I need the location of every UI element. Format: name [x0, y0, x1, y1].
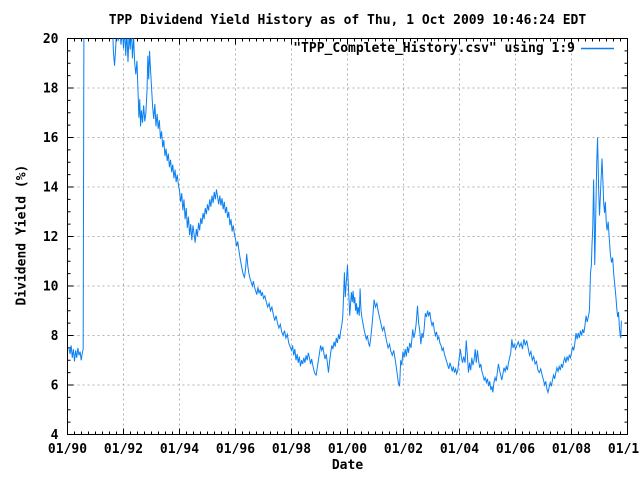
x-tick-label: 01/90: [48, 442, 87, 457]
y-tick-label: 16: [43, 131, 59, 146]
series-line: [68, 38, 622, 395]
y-tick-label: 4: [51, 428, 59, 443]
x-tick-label: 01/98: [272, 442, 311, 457]
x-tick-label: 01/04: [440, 442, 479, 457]
y-tick-label: 12: [43, 230, 59, 245]
x-tick-label: 01/10: [608, 442, 640, 457]
y-tick-label: 20: [43, 32, 59, 47]
legend-label: "TPP_Complete_History.csv" using 1:9: [293, 41, 575, 56]
y-tick-label: 14: [43, 181, 59, 196]
x-axis-label: Date: [331, 458, 364, 473]
x-tick-label: 01/00: [328, 442, 367, 457]
x-tick-label: 01/06: [496, 442, 535, 457]
x-tick-label: 01/94: [160, 442, 199, 457]
y-tick-label: 6: [51, 379, 59, 394]
plot-border: [67, 38, 628, 435]
x-tick-label: 01/96: [216, 442, 255, 457]
y-tick-label: 8: [51, 329, 59, 344]
y-tick-label: 18: [43, 82, 59, 97]
y-axis-label: Dividend Yield (%): [14, 164, 30, 306]
y-tick-label: 10: [43, 280, 59, 295]
x-tick-label: 01/08: [552, 442, 591, 457]
x-tick-label: 01/02: [384, 442, 423, 457]
x-tick-label: 01/92: [104, 442, 143, 457]
chart-title: TPP Dividend Yield History as of Thu, 1 …: [108, 13, 587, 28]
